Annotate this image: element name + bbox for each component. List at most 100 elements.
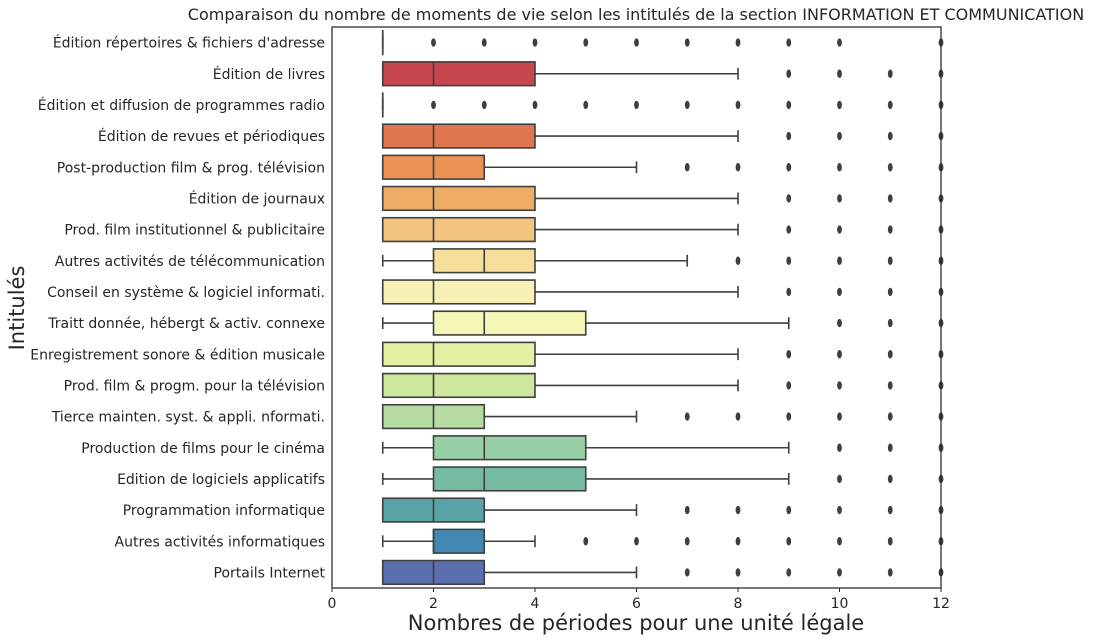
outlier-point [684, 38, 690, 47]
category-label: Autres activités informatiques [115, 534, 325, 550]
box-group [381, 372, 944, 399]
outlier-point [481, 38, 487, 47]
iqr-box [432, 466, 587, 492]
box-group [381, 528, 944, 554]
x-tick-label: 4 [531, 596, 540, 612]
box-group [381, 403, 944, 430]
outlier-point [684, 505, 690, 515]
outlier-point [837, 131, 842, 141]
outlier-point [887, 350, 893, 359]
x-tick-label: 6 [632, 596, 641, 612]
outlier-point [887, 412, 893, 421]
box-group [381, 559, 944, 586]
x-tick-label: 8 [734, 596, 743, 612]
box-group [381, 216, 944, 243]
category-label: Tierce mainten. syst. & appli. nformati. [51, 410, 325, 426]
outlier-point [786, 412, 792, 421]
outlier-point [735, 38, 741, 47]
category-label: Édition et diffusion de programmes radio [38, 97, 325, 114]
outlier-point [583, 38, 589, 47]
category-label: Traitt donnée, hébergt & activ. connexe [47, 316, 325, 332]
outlier-point [735, 256, 741, 265]
iqr-box [381, 216, 536, 243]
box-group [381, 341, 944, 367]
outlier-point [837, 318, 842, 328]
outlier-point [887, 163, 893, 172]
x-tick-label: 10 [831, 596, 849, 612]
category-label: Portails Internet [214, 565, 326, 581]
outlier-point [887, 194, 893, 203]
category-label: Autres activités de télécommunication [55, 254, 325, 270]
outlier-point [532, 100, 538, 110]
outlier-point [837, 568, 842, 577]
outlier-point [887, 100, 893, 110]
category-label: Post-production film & prog. télévision [57, 160, 325, 176]
outlier-point [837, 100, 842, 110]
outlier-point [837, 350, 842, 359]
outlier-point [431, 100, 436, 110]
box-group [381, 61, 944, 87]
box-group [381, 123, 944, 149]
outlier-point [786, 163, 792, 172]
box-group [381, 310, 944, 336]
outlier-point [837, 38, 842, 47]
outlier-point [786, 100, 792, 110]
outlier-point [887, 256, 893, 265]
box-group [381, 154, 944, 180]
outlier-point [837, 69, 842, 78]
iqr-box [381, 61, 536, 87]
chart-title: Comparaison du nombre de moments de vie … [188, 5, 1084, 24]
outlier-point [786, 568, 792, 577]
outlier-point [634, 537, 639, 546]
outlier-point [735, 163, 741, 172]
outlier-point [786, 287, 792, 297]
category-label: Prod. film & progm. pour la télévision [64, 378, 325, 394]
outlier-point [887, 225, 893, 234]
outlier-point [837, 443, 842, 452]
outlier-point [786, 131, 792, 141]
x-tick-label: 2 [429, 596, 438, 612]
outlier-point [735, 412, 741, 421]
box-group [381, 435, 944, 461]
x-axis-ticks: 0 2 4 6 8 10 12 [328, 588, 950, 612]
box-group [381, 279, 944, 305]
outlier-point [887, 568, 893, 577]
x-axis-label: Nombres de périodes pour une unité légal… [408, 611, 864, 635]
outlier-point [431, 38, 436, 47]
outlier-point [887, 318, 893, 328]
outlier-point [481, 100, 487, 110]
iqr-box [432, 435, 587, 461]
outlier-point [837, 412, 842, 421]
outlier-point [837, 163, 842, 172]
outlier-point [735, 100, 741, 110]
category-label: Production de films pour le cinéma [81, 441, 325, 457]
outlier-point [532, 38, 538, 47]
outlier-point [684, 163, 690, 172]
outlier-point [684, 412, 690, 421]
outlier-point [837, 225, 842, 234]
outlier-point [837, 505, 842, 515]
iqr-box [381, 185, 536, 212]
outlier-point [837, 474, 842, 484]
outlier-point [634, 38, 639, 47]
outlier-point [735, 568, 741, 577]
box-group [381, 248, 944, 274]
outlier-point [786, 69, 792, 78]
outlier-point [786, 38, 792, 47]
outlier-point [887, 69, 893, 78]
outlier-point [786, 256, 792, 265]
iqr-box [432, 310, 587, 336]
category-label: Édition de revues et périodiques [98, 128, 325, 145]
outlier-point [887, 474, 893, 484]
box-group [381, 185, 944, 212]
box-group [381, 497, 944, 523]
outlier-point [786, 381, 792, 390]
category-label: Programmation informatique [123, 503, 325, 519]
category-label: Prod. film institutionnel & publicitaire [64, 223, 325, 239]
plot-area [381, 29, 944, 586]
outlier-point [786, 537, 792, 546]
category-label: Édition répertoires & fichiers d'adresse [53, 35, 325, 52]
iqr-box [432, 528, 486, 554]
category-label: Édition de livres [213, 66, 325, 83]
